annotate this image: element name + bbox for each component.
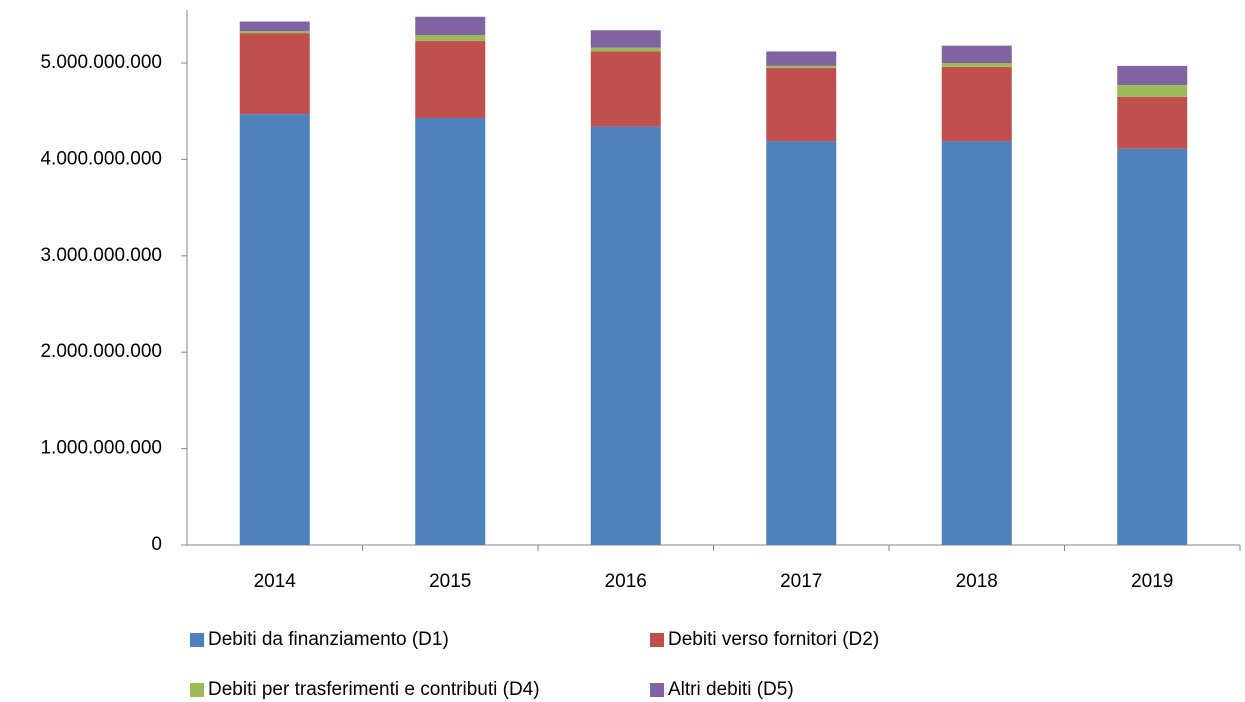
bar-segment xyxy=(766,65,837,68)
bar-segment xyxy=(1117,85,1188,97)
bar-segment xyxy=(239,114,310,546)
x-tick-label: 2014 xyxy=(254,571,297,592)
bar-segment xyxy=(941,66,1012,142)
y-tick-label: 0 xyxy=(151,534,162,555)
legend-swatch xyxy=(650,633,664,647)
bar-segment xyxy=(239,33,310,115)
x-tick-label: 2015 xyxy=(429,571,471,592)
bar-segment xyxy=(1117,96,1188,149)
y-tick-label: 3.000.000.000 xyxy=(40,245,162,266)
bar-segment xyxy=(1117,65,1188,86)
bar-segment xyxy=(1117,148,1188,546)
bar-segment xyxy=(415,117,486,546)
legend-label: Debiti verso fornitori (D2) xyxy=(668,629,879,650)
legend-swatch xyxy=(650,683,664,697)
bar-segment xyxy=(766,141,837,545)
bar-segment xyxy=(590,51,661,127)
bar-segment xyxy=(239,21,310,32)
legend-swatch xyxy=(190,633,204,647)
bar-segment xyxy=(590,30,661,48)
y-tick-label: 5.000.000.000 xyxy=(40,52,162,73)
bar-segment xyxy=(239,31,310,34)
bar-segment xyxy=(766,67,837,142)
y-tick-label: 4.000.000.000 xyxy=(40,148,162,169)
bar-segment xyxy=(766,51,837,66)
y-tick-label: 2.000.000.000 xyxy=(40,341,162,362)
legend-swatch xyxy=(190,683,204,697)
legend-label: Debiti da finanziamento (D1) xyxy=(208,629,449,650)
y-tick-label: 1.000.000.000 xyxy=(40,438,162,459)
bar-segment xyxy=(941,141,1012,545)
legend-label: Altri debiti (D5) xyxy=(668,679,794,700)
x-tick-label: 2017 xyxy=(780,571,822,592)
bar-segment xyxy=(941,63,1012,67)
bar-segment xyxy=(415,40,486,118)
bar-segment xyxy=(415,16,486,36)
bar-segment xyxy=(415,35,486,41)
legend-label: Debiti per trasferimenti e contributi (D… xyxy=(208,679,540,700)
x-tick-label: 2018 xyxy=(956,571,998,592)
x-tick-label: 2016 xyxy=(605,571,647,592)
bar-segment xyxy=(590,47,661,52)
x-tick-label: 2019 xyxy=(1131,571,1173,592)
bar-segment xyxy=(941,45,1012,64)
bar-segment xyxy=(590,126,661,545)
